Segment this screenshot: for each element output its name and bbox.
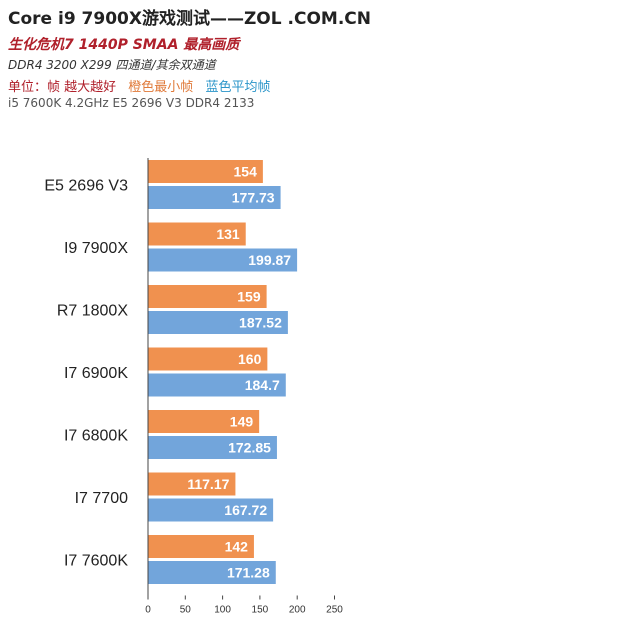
bar-min-fps: [148, 535, 254, 558]
category-label: I7 6900K: [64, 365, 128, 382]
bar-avg-fps: [148, 373, 286, 397]
value-label-avg-fps: 167.72: [224, 502, 267, 518]
game-subtitle: 生化危机7 1440P SMAA 最高画质: [8, 37, 240, 53]
chart-title: Core i9 7900X游戏测试——ZOL .COM.CN: [8, 9, 371, 29]
bar-min-fps: [148, 160, 263, 183]
legend-avg-fps: 蓝色平均帧: [205, 80, 271, 95]
value-label-min-fps: 160: [238, 351, 262, 367]
value-label-min-fps: 142: [225, 539, 249, 555]
x-tick-label: 100: [214, 605, 231, 616]
x-tick-label: 50: [180, 605, 192, 616]
category-label: I7 6800K: [64, 428, 128, 445]
bar-avg-fps: [148, 186, 281, 209]
unit-label: 单位：帧 越大越好: [8, 80, 117, 95]
bar-min-fps: [148, 222, 246, 246]
legend: 单位：帧 越大越好 橙色最小帧 蓝色平均帧: [8, 76, 270, 95]
value-label-min-fps: 154: [234, 164, 258, 180]
value-label-avg-fps: 199.87: [248, 252, 291, 268]
extra-subtitle: i5 7600K 4.2GHz E5 2696 V3 DDR4 2133: [8, 96, 255, 110]
bar-avg-fps: [148, 561, 276, 584]
category-label: E5 2696 V3: [44, 178, 128, 195]
value-label-avg-fps: 177.73: [232, 190, 275, 206]
value-label-min-fps: 149: [230, 414, 254, 430]
category-label: R7 1800X: [57, 303, 128, 320]
value-label-avg-fps: 172.85: [228, 440, 271, 456]
bar-avg-fps: [148, 436, 277, 459]
x-tick-label: 250: [326, 605, 343, 616]
value-label-min-fps: 159: [237, 289, 261, 305]
x-tick-label: 150: [252, 605, 269, 616]
value-label-avg-fps: 171.28: [227, 565, 270, 581]
category-label: I9 7900X: [64, 240, 128, 257]
bar-min-fps: [148, 285, 267, 308]
value-label-min-fps: 117.17: [187, 476, 229, 492]
bar-min-fps: [148, 347, 268, 371]
value-label-avg-fps: 184.7: [245, 377, 280, 393]
value-label-avg-fps: 187.52: [239, 315, 282, 331]
category-label: I7 7700: [75, 490, 128, 507]
x-tick-label: 200: [289, 605, 306, 616]
bar-avg-fps: [148, 498, 274, 522]
legend-min-fps: 橙色最小帧: [128, 80, 194, 95]
value-label-min-fps: 131: [216, 226, 240, 242]
config-subtitle: DDR4 3200 X299 四通道/其余双通道: [8, 58, 216, 72]
x-tick-label: 0: [145, 605, 151, 616]
bar-min-fps: [148, 472, 236, 496]
bar-min-fps: [148, 410, 260, 433]
category-label: I7 7600K: [64, 553, 128, 570]
bar-avg-fps: [148, 311, 288, 334]
bar-avg-fps: [148, 248, 298, 272]
